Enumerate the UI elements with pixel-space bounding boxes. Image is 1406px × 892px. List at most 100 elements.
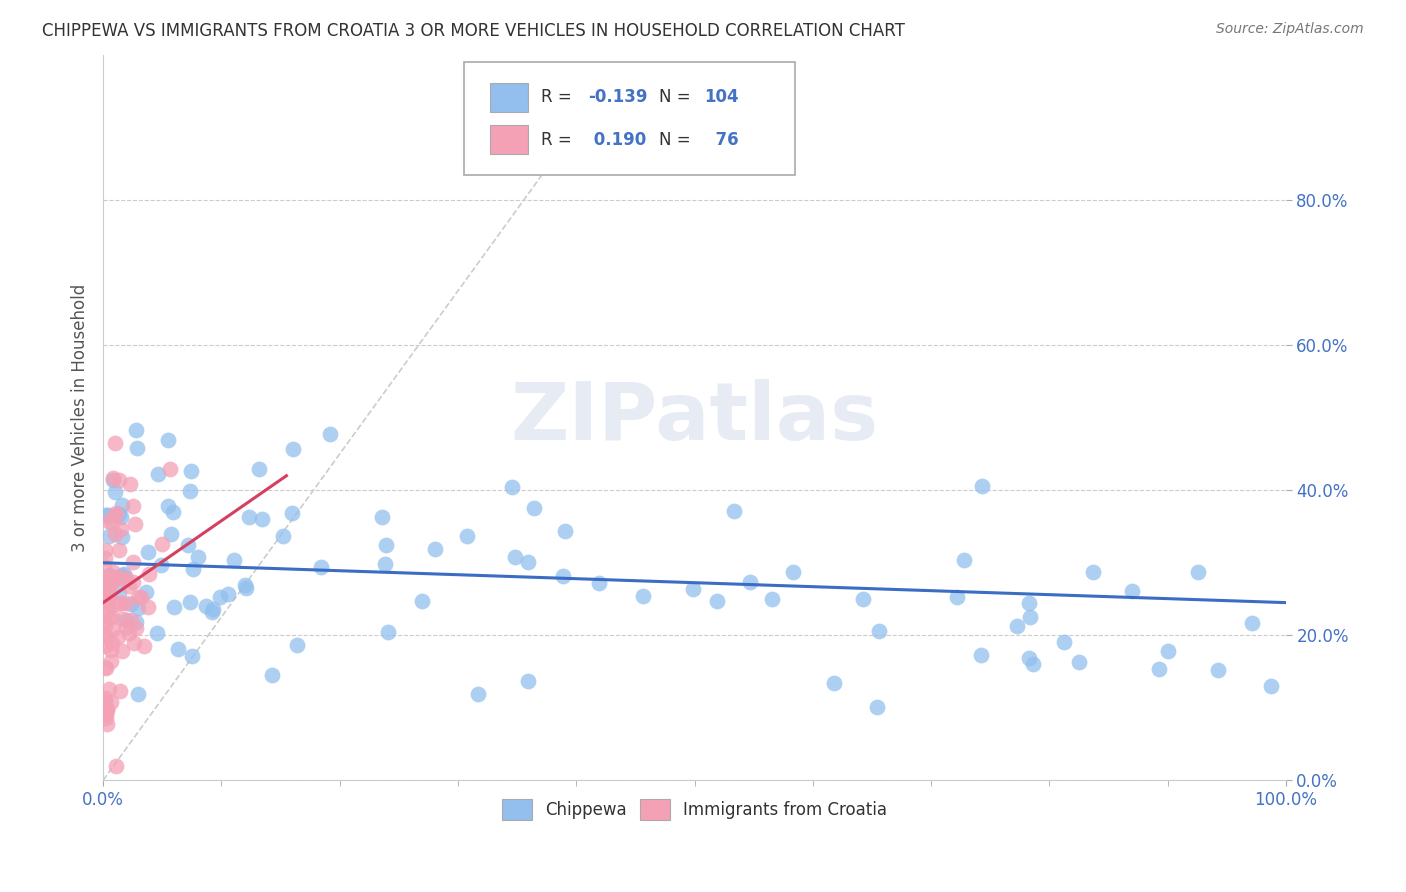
Point [273,529,295,543]
Point [94,711,117,725]
Point [281,506,304,520]
Point [1187,565,1209,579]
Point [127,590,149,604]
Point [105,759,128,773]
Point [98,682,121,697]
Point [127,687,149,701]
Point [118,579,141,593]
Point [97,514,120,528]
Point [208,591,231,605]
Point [111,530,134,544]
Point [970,479,993,493]
Point [132,639,155,653]
Point [93,615,115,629]
Point [110,597,132,611]
Text: R =: R = [541,131,576,149]
Point [187,549,209,564]
Point [93,690,115,705]
Point [970,648,993,663]
Point [105,570,128,584]
Point [127,442,149,456]
Text: CHIPPEWA VS IMMIGRANTS FROM CROATIA 3 OR MORE VEHICLES IN HOUSEHOLD CORRELATION : CHIPPEWA VS IMMIGRANTS FROM CROATIA 3 OR… [42,22,905,40]
Point [120,477,142,491]
FancyBboxPatch shape [489,83,527,112]
FancyBboxPatch shape [464,62,794,175]
Point [127,601,149,615]
Point [97,508,120,522]
Point [125,621,148,635]
Point [114,596,136,610]
Point [866,700,889,714]
Point [97,581,120,595]
Point [108,542,131,557]
Point [136,545,159,559]
Point [180,464,202,478]
Point [1019,610,1042,624]
Point [1053,634,1076,648]
Point [516,674,538,689]
Point [100,695,122,709]
Text: R =: R = [541,88,576,106]
Point [138,566,160,581]
Point [103,565,125,579]
Point [93,558,115,573]
Point [94,639,117,653]
Point [1018,650,1040,665]
Point [94,542,117,557]
Point [682,582,704,596]
Point [103,622,125,636]
Point [101,574,124,589]
Point [374,538,396,552]
Point [706,594,728,608]
Point [145,625,167,640]
Point [377,624,399,639]
Point [238,509,260,524]
Point [157,433,180,447]
Point [94,694,117,708]
Point [107,473,129,487]
Point [456,529,478,543]
Point [94,581,117,595]
Point [202,601,225,615]
Point [249,462,271,476]
Point [108,507,131,521]
Point [101,474,124,488]
Point [122,636,145,650]
Point [101,610,124,624]
Point [111,612,134,626]
Point [94,551,117,566]
Point [96,661,118,675]
Point [1083,566,1105,580]
Text: 0.190: 0.190 [588,131,647,149]
Point [162,505,184,519]
Point [167,642,190,657]
Point [107,597,129,611]
Point [114,571,136,585]
Point [93,576,115,591]
Point [309,560,332,574]
Point [952,553,974,567]
Text: 104: 104 [704,88,738,106]
FancyBboxPatch shape [489,126,527,154]
Point [111,567,134,582]
Point [96,717,118,731]
Point [94,594,117,608]
Point [97,588,120,602]
Point [135,585,157,599]
Point [852,592,875,607]
Point [107,631,129,645]
Point [782,565,804,579]
Point [117,625,139,640]
Point [97,529,120,543]
Point [110,643,132,657]
Point [553,569,575,583]
Point [505,549,527,564]
Text: Source: ZipAtlas.com: Source: ZipAtlas.com [1216,22,1364,37]
Point [411,594,433,608]
Point [319,427,342,442]
Point [94,706,117,721]
Point [98,608,121,623]
Point [283,442,305,456]
Point [104,506,127,520]
Point [121,555,143,569]
